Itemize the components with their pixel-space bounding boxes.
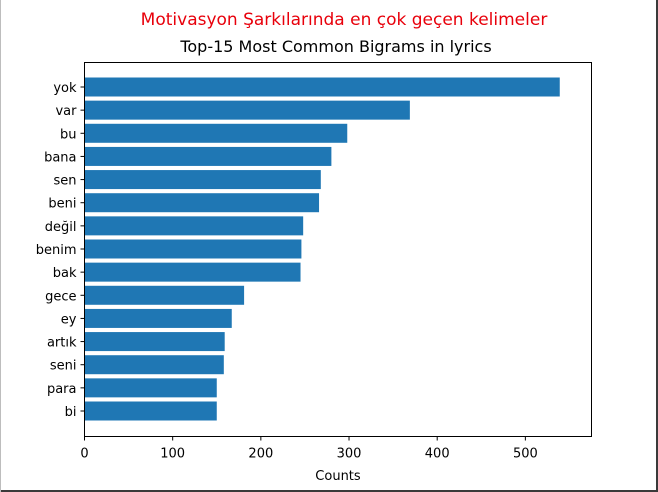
- bar-bi: [84, 401, 217, 421]
- y-tick-label: var: [55, 104, 77, 119]
- x-tick-label: 400: [425, 447, 450, 462]
- y-tick-label: sen: [53, 174, 76, 189]
- x-axis-label: Counts: [315, 469, 361, 484]
- bar-yok: [84, 77, 560, 97]
- y-tick-label: ey: [61, 312, 77, 327]
- bar-artık: [84, 332, 225, 352]
- bar-para: [84, 378, 217, 398]
- bar-bana: [84, 146, 332, 166]
- bar-ey: [84, 308, 232, 328]
- y-tick-label: değil: [45, 220, 77, 235]
- chart-title: Top-15 Most Common Bigrams in lyrics: [179, 37, 491, 56]
- bar-sen: [84, 170, 321, 190]
- y-tick-label: yok: [53, 81, 77, 96]
- bar-bu: [84, 123, 348, 143]
- x-tick-label: 100: [160, 447, 185, 462]
- x-tick-label: 0: [80, 447, 88, 462]
- y-tick-label: bak: [53, 266, 77, 281]
- y-axis-ticks: yok var bu bana sen beni değil benim bak gece ey ar…: [36, 81, 85, 420]
- y-tick-label: artık: [47, 336, 77, 351]
- x-tick-label: 500: [513, 447, 538, 462]
- bar-gece: [84, 285, 245, 305]
- y-tick-label: bi: [65, 405, 77, 420]
- x-tick-label: 200: [248, 447, 273, 462]
- bar-bak: [84, 262, 301, 282]
- bar-var: [84, 100, 410, 120]
- y-tick-label: para: [47, 382, 77, 397]
- y-tick-label: gece: [45, 289, 76, 304]
- plot-area-frame: [84, 62, 592, 437]
- y-tick-label: benim: [36, 243, 77, 258]
- window-edge: [0, 0, 1, 492]
- y-tick-label: seni: [50, 359, 77, 374]
- y-tick-label: bu: [60, 127, 77, 142]
- x-tick-label: 300: [337, 447, 362, 462]
- x-axis-ticks: 0 100 200 300 400 500: [80, 436, 538, 462]
- bar-seni: [84, 355, 224, 375]
- bar-değil: [84, 216, 304, 236]
- bars-group: [84, 77, 560, 421]
- bar-benim: [84, 239, 302, 259]
- y-tick-label: bana: [44, 150, 76, 165]
- bar-beni: [84, 193, 320, 213]
- page-caption: Motivasyon Şarkılarında en çok geçen kel…: [140, 10, 548, 30]
- y-tick-label: beni: [48, 197, 76, 212]
